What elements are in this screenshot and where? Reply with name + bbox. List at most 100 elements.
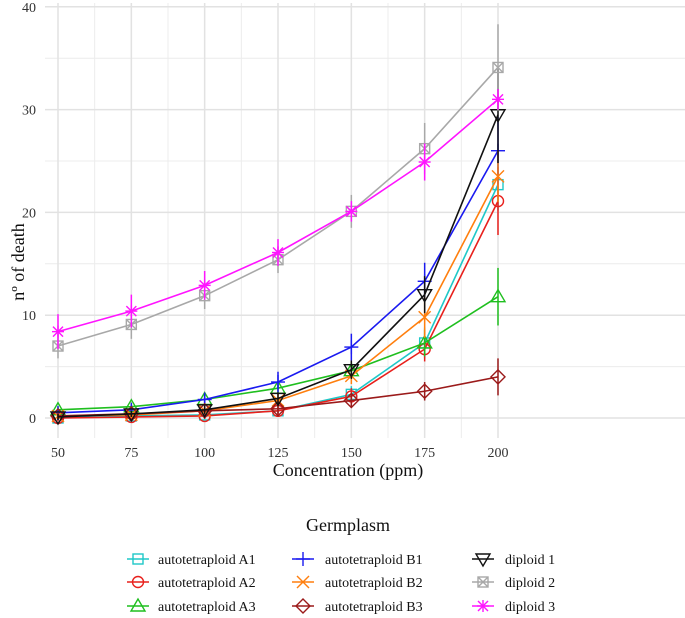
data-point <box>416 334 433 349</box>
data-point-stroke <box>345 205 357 217</box>
legend-key-symbol <box>477 600 489 612</box>
legend-label: diploid 1 <box>505 553 555 568</box>
data-point-shape <box>416 334 433 349</box>
data-point <box>123 408 140 423</box>
legend-item: autotetraploid A1 <box>127 553 256 568</box>
x-tick-label: 100 <box>194 446 215 461</box>
legend-key-symbol <box>132 553 144 565</box>
data-point <box>269 392 287 407</box>
series-line <box>57 114 499 418</box>
y-tick-label: 40 <box>22 1 36 16</box>
legend-key-symbol <box>296 552 310 566</box>
data-point-shape <box>196 404 213 419</box>
data-point-stroke <box>492 61 504 73</box>
y-tick-label: 0 <box>29 412 36 427</box>
data-point-stroke <box>491 169 505 183</box>
legend-key-symbol-stroke <box>296 575 310 589</box>
legend-item: diploid 2 <box>472 576 555 591</box>
x-tick-label: 150 <box>341 446 362 461</box>
series-diploid-3 <box>52 89 504 350</box>
legend-key-symbol-shape <box>129 597 147 612</box>
data-point-stroke <box>52 326 64 338</box>
x-axis-label: Concentration (ppm) <box>273 460 423 481</box>
x-tick-label: 50 <box>51 446 65 461</box>
y-tick-label: 30 <box>22 104 36 119</box>
legend-item: autotetraploid B1 <box>292 552 423 568</box>
y-tick-labels: 0 10 20 30 40 <box>22 1 36 427</box>
data-point-stroke <box>492 93 504 105</box>
legend-key-symbol <box>129 597 147 612</box>
x-tick-label: 75 <box>124 446 138 461</box>
data-point <box>416 383 433 400</box>
data-point <box>344 340 359 355</box>
legend-label: autotetraploid B1 <box>325 553 423 568</box>
data-point <box>271 375 285 390</box>
legend-key-symbol-shape <box>477 576 489 588</box>
legend-title: Germplasm <box>306 515 390 535</box>
legend-key-symbol-shape <box>131 575 145 589</box>
data-point <box>198 279 211 292</box>
data-point <box>416 288 433 304</box>
legend-key-symbol-stroke <box>477 576 489 588</box>
data-point <box>418 310 432 324</box>
legend-key-symbol <box>295 598 311 614</box>
legend-key-symbol <box>296 575 310 589</box>
data-point-shape <box>343 363 360 379</box>
legend-label: autotetraploid A1 <box>158 553 256 568</box>
data-point-stroke <box>419 156 431 168</box>
legend-item: diploid 3 <box>472 600 555 615</box>
data-point <box>125 305 138 318</box>
legend-key-symbol-shape <box>295 598 311 614</box>
data-point <box>52 325 64 338</box>
data-point-shape <box>489 288 507 303</box>
legend-item: autotetraploid B3 <box>292 598 423 615</box>
legend-item: autotetraploid B2 <box>292 575 423 591</box>
y-tick-label: 20 <box>22 206 36 221</box>
data-point-stroke <box>272 246 284 258</box>
data-point <box>491 169 505 183</box>
data-point <box>418 156 431 169</box>
legend-item: autotetraploid A2 <box>127 575 256 591</box>
legend-key-symbol <box>477 576 489 588</box>
legend-key-symbol-stroke <box>477 600 489 612</box>
legend-item: diploid 1 <box>472 553 555 568</box>
legend-key-symbol-shape <box>474 553 492 568</box>
legend-key-symbol-shape <box>132 553 144 565</box>
data-point-shape <box>416 288 433 304</box>
legend-item: autotetraploid A3 <box>127 597 256 615</box>
data-point <box>270 400 286 417</box>
legend-label: autotetraploid B2 <box>325 576 423 591</box>
y-tick-label: 10 <box>22 309 36 324</box>
data-point <box>345 205 358 218</box>
legend-label: autotetraploid B3 <box>325 600 423 615</box>
y-axis-label: nº of death <box>8 223 28 301</box>
grid <box>45 3 685 438</box>
data-point <box>343 363 360 379</box>
data-point <box>492 93 504 106</box>
data-point-shape <box>49 411 67 426</box>
data-point <box>49 411 67 426</box>
legend-key-symbol <box>474 553 492 568</box>
x-tick-label: 125 <box>268 446 289 461</box>
data-point <box>343 392 360 409</box>
x-tick-labels: 50 75 100 125 150 175 200 <box>51 446 509 461</box>
legend-key-symbol <box>131 575 145 589</box>
series-layer <box>49 24 507 426</box>
data-point-stroke <box>199 279 211 291</box>
legend-label: diploid 2 <box>505 576 555 591</box>
legend-label: autotetraploid A3 <box>158 600 256 615</box>
data-point <box>490 368 506 385</box>
data-point <box>272 246 284 259</box>
data-point-stroke <box>125 305 137 317</box>
x-tick-label: 175 <box>414 446 435 461</box>
data-point-shape <box>123 408 140 423</box>
data-point-shape <box>269 392 287 407</box>
legend-label: diploid 3 <box>505 600 555 615</box>
data-point-shape <box>416 383 433 400</box>
legend: Germplasm autotetraploid A1 autotetraploi… <box>127 515 555 615</box>
data-point-shape <box>492 61 504 74</box>
data-point-shape <box>343 392 360 409</box>
data-point <box>492 61 504 74</box>
data-point <box>196 404 213 419</box>
